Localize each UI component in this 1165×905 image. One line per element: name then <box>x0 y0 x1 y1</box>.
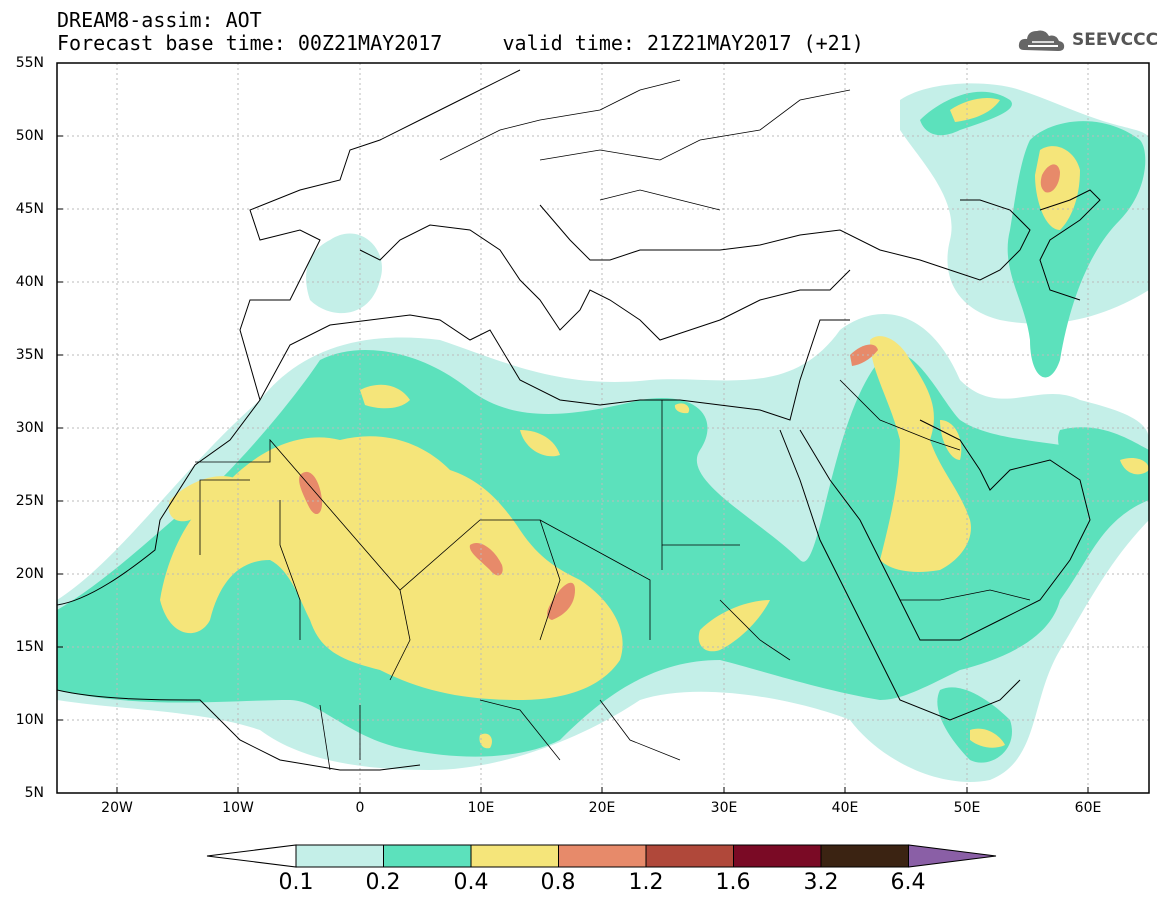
colorbar-label: 6.4 <box>890 870 926 895</box>
lon-label: 20W <box>101 800 133 816</box>
lat-label: 55N <box>15 55 44 71</box>
colorbar-label: 0.8 <box>540 870 576 895</box>
lat-label: 35N <box>15 347 44 363</box>
logo-text: SEEVCCC <box>1072 30 1159 50</box>
lon-label: 40E <box>831 800 859 816</box>
lat-label: 20N <box>15 566 44 582</box>
lon-label: 20E <box>588 800 616 816</box>
colorbar-label: 1.2 <box>628 870 664 895</box>
lat-label: 25N <box>15 493 44 509</box>
lon-label: 0 <box>355 800 365 816</box>
lon-label: 60E <box>1074 800 1102 816</box>
lat-label: 30N <box>15 420 44 436</box>
colorbar-label: 0.4 <box>453 870 489 895</box>
graticule <box>57 63 1149 793</box>
cloud-icon <box>1018 30 1065 51</box>
lon-label: 10E <box>467 800 495 816</box>
aot-field <box>57 83 1149 782</box>
colorbar-label: 0.2 <box>365 870 401 895</box>
map-title: DREAM8-assim: AOT <box>57 8 262 32</box>
forecast-times: Forecast base time: 00Z21MAY2017 valid t… <box>57 31 864 55</box>
lat-label: 45N <box>15 201 44 217</box>
lon-label: 30E <box>710 800 738 816</box>
lat-label: 15N <box>15 639 44 655</box>
lon-label: 50E <box>953 800 981 816</box>
colorbar-label: 1.6 <box>715 870 751 895</box>
country-borders <box>195 79 1031 771</box>
lon-label: 10W <box>222 800 254 816</box>
coastlines <box>57 69 1101 771</box>
colorbar-label: 3.2 <box>803 870 839 895</box>
lat-label: 50N <box>15 128 44 144</box>
lat-label: 40N <box>15 274 44 290</box>
lat-label: 10N <box>15 712 44 728</box>
axis-ticks <box>57 135 1089 793</box>
colorbar-label: 0.1 <box>278 870 314 895</box>
lat-label: 5N <box>24 785 44 801</box>
